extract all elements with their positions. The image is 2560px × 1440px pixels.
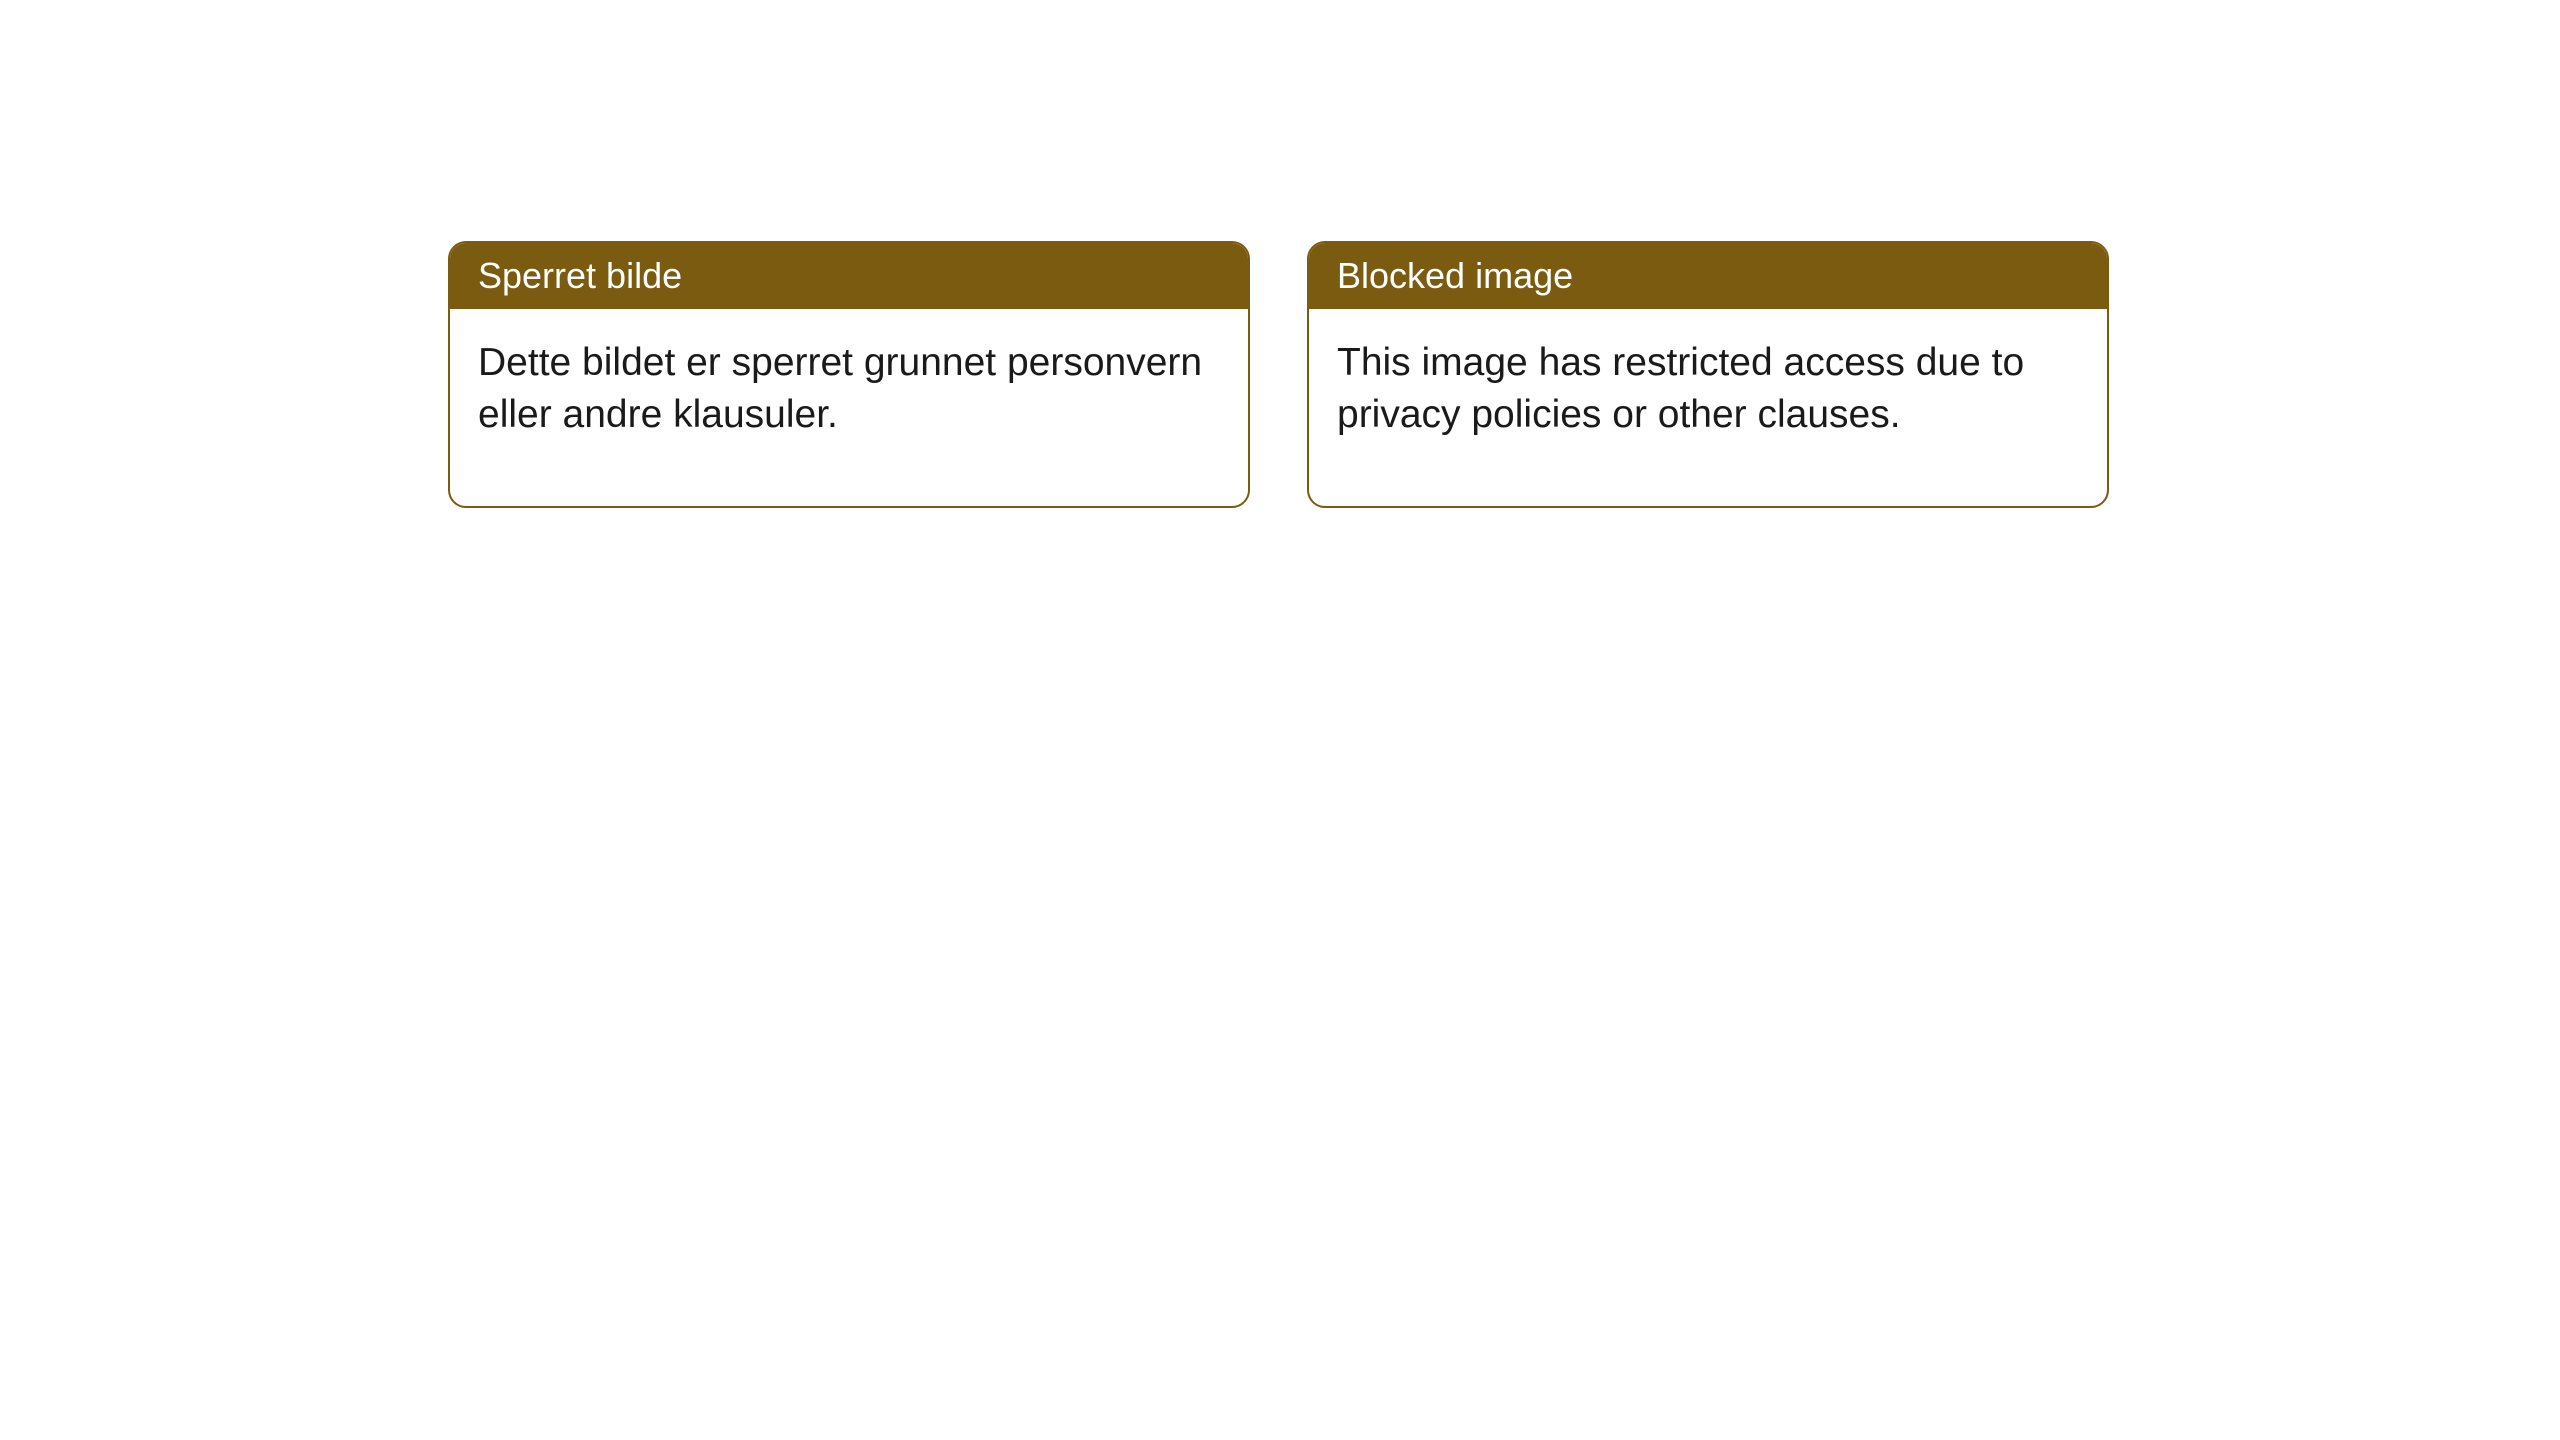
notice-body-english: This image has restricted access due to …	[1309, 309, 2107, 506]
notice-box-norwegian: Sperret bilde Dette bildet er sperret gr…	[448, 241, 1250, 508]
notice-container: Sperret bilde Dette bildet er sperret gr…	[448, 241, 2109, 508]
notice-header-norwegian: Sperret bilde	[450, 243, 1248, 309]
notice-header-english: Blocked image	[1309, 243, 2107, 309]
notice-body-norwegian: Dette bildet er sperret grunnet personve…	[450, 309, 1248, 506]
notice-box-english: Blocked image This image has restricted …	[1307, 241, 2109, 508]
